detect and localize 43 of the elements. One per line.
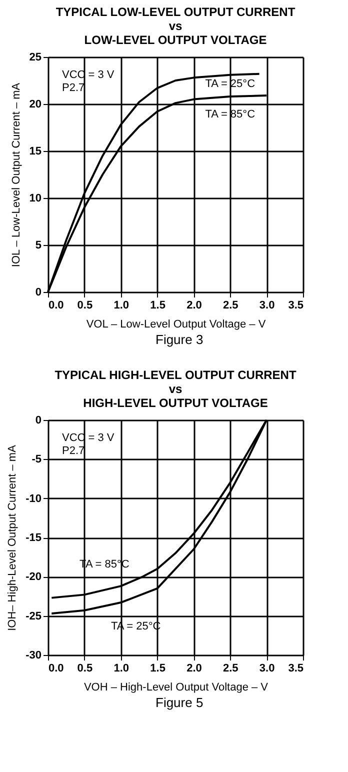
x-tick-label: 3.5: [288, 662, 304, 674]
y-axis-title: IOL – Low-Level Output Current – mA: [10, 82, 22, 268]
y-tick-label: -25: [26, 610, 42, 622]
series-label: TA = 85°C: [205, 108, 256, 120]
x-tick-label: 1.0: [114, 662, 130, 674]
x-tick-label: 0.5: [77, 662, 93, 674]
x-tick-label: 1.5: [150, 662, 166, 674]
x-tick-label: 2.5: [222, 662, 238, 674]
x-tick-label: 1.5: [150, 300, 166, 312]
y-tick-label: -30: [26, 650, 42, 662]
x-tick-label: 3.5: [288, 300, 304, 312]
y-tick-label: -5: [32, 454, 42, 466]
annotation: VCC = 3 V: [62, 69, 115, 81]
y-tick-label: 20: [29, 98, 42, 110]
y-tick-label: 25: [29, 52, 42, 64]
x-tick-label: 2.0: [186, 300, 202, 312]
x-tick-label: 0.0: [48, 300, 64, 312]
x-axis-title: VOL – Low-Level Output Voltage – V: [86, 318, 266, 330]
annotation: VCC = 3 V: [62, 432, 115, 444]
x-tick-label: 0.0: [48, 662, 64, 674]
y-tick-label: 10: [29, 192, 42, 204]
x-tick-label: 1.0: [114, 300, 130, 312]
y-tick-label: 15: [29, 146, 42, 158]
y-tick-label: 0: [35, 286, 42, 298]
y-tick-label: -10: [26, 492, 42, 505]
annotation: P2.7: [62, 445, 85, 457]
x-tick-label: 3.0: [259, 300, 275, 312]
y-tick-label: 5: [35, 240, 42, 252]
caption: Figure 5: [156, 695, 204, 710]
y-tick-label: -20: [26, 571, 42, 584]
x-tick-label: 0.5: [77, 300, 93, 312]
chart-title: TYPICAL LOW-LEVEL OUTPUT CURRENT vs LOW-LEVEL OUTPUT VOLTAGE: [56, 5, 296, 47]
chart-title: TYPICAL HIGH-LEVEL OUTPUT CURRENT vs HIGH-LEVEL OUTPUT VOLTAGE: [54, 368, 297, 410]
y-tick-label: 0: [35, 414, 42, 426]
x-tick-label: 3.0: [259, 662, 275, 674]
series-label: TA = 25°C: [205, 78, 256, 90]
annotation: P2.7: [62, 82, 85, 94]
y-tick-label: -15: [26, 532, 42, 544]
x-tick-label: 2.5: [222, 300, 238, 312]
x-axis-title: VOH – High-Level Output Voltage – V: [84, 682, 269, 694]
x-tick-label: 2.0: [186, 662, 202, 674]
caption: Figure 3: [156, 332, 204, 347]
y-axis-title: IOH– High-Level Output Current – mA: [6, 444, 19, 631]
